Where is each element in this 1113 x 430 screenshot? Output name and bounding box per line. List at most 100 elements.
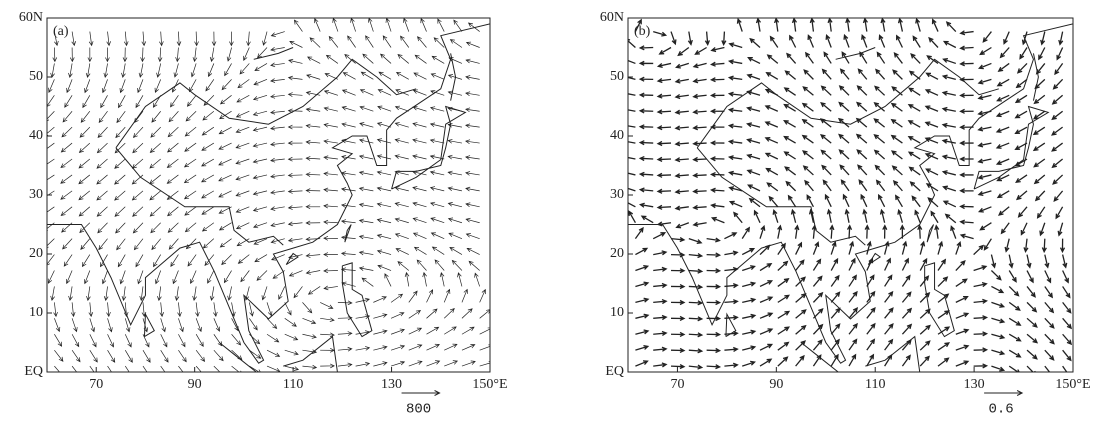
wind-vector [288,58,303,64]
wind-vector [733,211,743,224]
wind-vector [764,152,779,160]
wind-vector [996,174,1010,182]
wind-vector [54,334,63,347]
wind-vector [838,149,850,160]
wind-vector [320,332,335,338]
wind-vector [656,221,672,227]
wind-vector [709,92,725,99]
wind-vector [670,236,686,243]
wind-vector [323,139,338,144]
wind-vector [759,358,773,367]
wind-vector [429,138,445,144]
wind-vector [376,218,392,224]
wind-vector [227,286,232,301]
wind-vector [395,72,409,80]
wind-vector [173,63,179,78]
wind-vector [795,324,807,335]
wind-vector [848,338,858,351]
wind-vector [347,35,356,48]
x-tick-label: 130 [381,377,402,392]
wind-vector [426,326,440,335]
coastline [218,342,257,372]
wind-vector [184,126,197,137]
wind-vector [909,181,921,192]
wind-vector [149,206,161,217]
wind-vector [919,355,930,367]
wind-vector [959,124,974,130]
wind-vector [919,340,931,351]
wind-vector [884,290,894,303]
wind-vector [192,286,197,302]
wind-vector [168,110,179,123]
wind-vector [465,139,480,144]
wind-vector [741,226,751,240]
wind-vector [791,18,798,32]
wind-vector [866,306,876,319]
wind-vector [937,342,951,351]
wind-vector [79,222,91,234]
wind-vector [373,296,387,303]
wind-vector [934,224,940,239]
wind-vector [959,203,974,210]
wind-vector [671,315,686,322]
wind-vector [412,154,427,160]
wind-vector [995,158,1010,165]
wind-vector [821,68,832,80]
wind-vector [895,194,903,208]
wind-vector [1052,174,1064,185]
wind-vector [306,74,321,80]
wind-vector [653,330,668,336]
wind-vector [1008,301,1021,311]
wind-vector [674,205,689,211]
wind-vector [86,286,91,302]
wind-vector [114,142,126,154]
wind-vector [96,190,108,201]
wind-vector [1062,333,1073,346]
wind-vector [278,286,286,300]
wind-vector [884,353,893,367]
wind-vector [412,138,427,144]
wind-vector [674,93,689,100]
wind-vector [999,47,1010,59]
wind-vector [927,197,939,208]
wind-vector [764,121,779,128]
wind-vector [728,186,743,192]
wind-vector [466,247,480,255]
wind-vector [907,151,921,160]
wind-vector [846,224,853,239]
wind-vector [404,271,410,287]
wind-vector [640,215,654,224]
y-tick-label: 50 [29,69,43,84]
wind-vector [855,117,868,128]
wind-vector [78,206,91,217]
wind-vector [896,34,904,48]
wind-vector [172,270,179,285]
wind-vector [759,224,766,239]
wind-vector [656,156,672,162]
wind-vector [426,343,440,351]
wind-vector [727,75,743,81]
x-tick-label: 110 [865,377,885,392]
wind-vector [977,94,992,101]
wind-vector [848,290,858,303]
wind-vector [202,110,215,121]
wind-vector [218,222,232,231]
wind-vector [942,58,957,65]
wind-vector [157,286,162,302]
wind-vector [62,110,73,123]
wind-vector [656,62,672,68]
wind-vector [907,135,921,144]
wind-vector [376,186,392,192]
wind-vector [426,360,441,367]
wind-vector [709,140,725,146]
wind-vector [1051,94,1064,105]
wind-vector [807,34,815,48]
wind-vector [305,172,321,177]
wind-vector [261,286,268,301]
wind-vector [941,170,956,176]
wind-vector [820,85,832,96]
wind-vector [429,201,445,208]
wind-vector [78,174,91,185]
wind-vector [149,190,161,201]
wind-vector [710,216,725,224]
